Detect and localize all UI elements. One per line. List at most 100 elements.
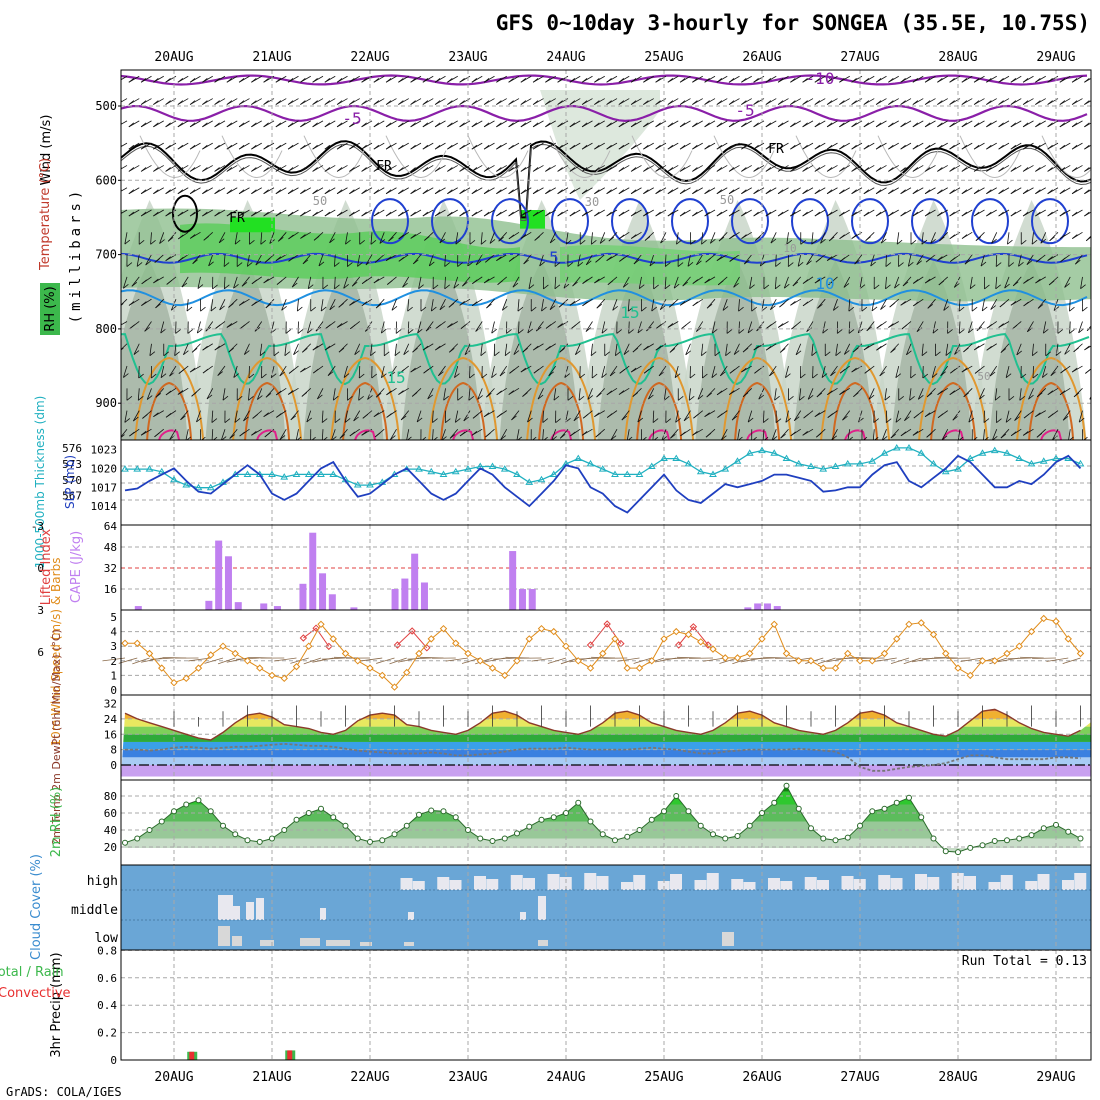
wind-barb-flag	[557, 189, 563, 195]
wind-barb-flag	[763, 284, 770, 290]
wind-barb-flag	[1059, 144, 1066, 150]
temp-tick-label: 8	[110, 744, 117, 757]
wind-barb-flag	[385, 144, 392, 150]
wind-barb-flag	[385, 256, 392, 261]
wind-speed-point	[158, 664, 166, 672]
wind-barb-flag	[233, 373, 240, 378]
wind-barb	[418, 276, 422, 289]
rh-point	[673, 793, 680, 799]
wind-barb-flag	[912, 279, 919, 284]
wind-barb-flag	[520, 77, 527, 83]
wind-barb-flag	[416, 417, 423, 423]
wind-barb-flag	[202, 144, 208, 150]
wind-barb	[217, 365, 226, 376]
wind-barb-flag	[336, 100, 343, 105]
wind-barb-flag	[1037, 392, 1043, 398]
wind-barb-flag	[226, 122, 233, 128]
wind-barb-flag	[334, 418, 341, 423]
wind-barb-flag	[349, 77, 355, 83]
wind-barb	[885, 254, 887, 267]
wind-barb-flag	[677, 262, 684, 267]
wind-barb-flag	[653, 436, 659, 440]
precip-convective-legend: Convective	[0, 986, 71, 1001]
wind-barb-flag	[496, 189, 502, 195]
wind-barb-flag	[361, 301, 368, 306]
wind-barb	[381, 365, 385, 378]
wind-barb-flag	[259, 351, 266, 356]
wind-barb-flag	[559, 348, 565, 353]
isotherm-0-loop	[431, 198, 469, 245]
wind-barb-flag	[573, 416, 580, 422]
wind-barb-flag	[123, 284, 129, 289]
wind-barb	[121, 75, 128, 81]
wind-barb-flag	[189, 211, 196, 217]
wind-barb-flag	[260, 239, 267, 245]
wind-barb-flag	[606, 77, 612, 83]
wind-barb-flag	[1084, 144, 1090, 150]
wind-barb-flag	[533, 368, 540, 374]
wind-barb-flag	[751, 306, 757, 312]
wind-barb-flag	[679, 211, 686, 217]
wind-barb-flag	[888, 211, 894, 217]
wind-barb-flag	[729, 234, 735, 240]
wind-barb	[246, 254, 250, 267]
high-cloud-bar	[437, 877, 450, 890]
rh-point	[746, 822, 753, 829]
wind-barb	[320, 299, 324, 312]
wind-barb-flag	[888, 77, 894, 83]
wind-barb-flag	[1037, 304, 1044, 309]
wind-barb-flag	[949, 211, 955, 217]
rh-contour	[549, 135, 611, 178]
wind-barb-flag	[489, 239, 496, 244]
wind-barb-flag	[370, 351, 376, 356]
wind-barb	[637, 410, 642, 423]
rh-shade	[303, 260, 384, 440]
wind-barb-flag	[365, 327, 371, 332]
wind-barb-flag	[766, 324, 772, 329]
wind-barb-flag	[381, 373, 387, 379]
wind-barb-flag	[320, 306, 327, 312]
wind-barb-flag	[263, 412, 269, 418]
wind-barb-flag	[998, 323, 1004, 328]
wind-barb-flag	[324, 211, 331, 217]
thickness-point	[280, 473, 289, 480]
wind-barb	[652, 429, 655, 440]
wind-barb-flag	[481, 373, 488, 379]
lifted-index-point	[689, 623, 698, 631]
wind-barb	[652, 410, 655, 423]
wind-barb-flag	[189, 77, 196, 83]
wind-barb-flag	[410, 211, 416, 217]
wind-barb-flag	[717, 280, 724, 286]
thickness-tick-label: 570	[62, 474, 82, 487]
wind-barb-flag	[712, 328, 718, 334]
wind-barb-flag	[861, 306, 868, 312]
wind-barb-flag	[665, 418, 672, 423]
wind-barb	[257, 388, 263, 400]
wind-barb	[390, 429, 397, 440]
wind-barb-flag	[532, 122, 539, 128]
wind-barb-flag	[594, 100, 600, 105]
wind-barb-flag	[886, 418, 892, 423]
high-cloud-bar	[1074, 873, 1087, 890]
isotherm-0-loop	[791, 198, 829, 245]
rh-point	[1004, 837, 1010, 844]
wind-barb-flag	[165, 77, 171, 83]
wind-barb-flag	[865, 236, 871, 241]
wind-barb	[916, 321, 924, 332]
wind-barb	[439, 232, 446, 244]
lifted-index-line	[397, 630, 428, 649]
rh-point	[759, 810, 765, 816]
wind-barb-flag	[949, 390, 956, 395]
wind-barb-flag	[1010, 122, 1017, 128]
wind-barb	[394, 343, 397, 356]
wind-barb-flag	[439, 305, 446, 311]
wind-barb-flag	[434, 100, 441, 105]
wind-barb-flag	[251, 144, 257, 150]
lifted-index-point	[586, 641, 595, 649]
thickness-line	[125, 447, 1081, 489]
rh-point	[318, 805, 324, 812]
wind-barb	[281, 299, 287, 311]
wind-barb-flag	[802, 100, 808, 105]
temp-tick-label: 16	[104, 728, 117, 741]
wind-barb-flag	[765, 189, 772, 195]
